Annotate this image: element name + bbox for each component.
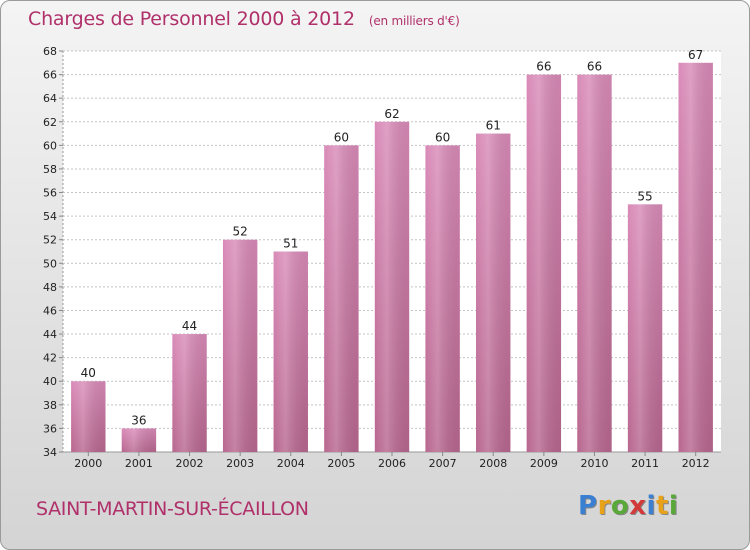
data-label: 66 (587, 60, 602, 74)
x-tick-label: 2011 (631, 457, 659, 470)
bar-shine (627, 204, 663, 452)
y-axis-labels: 34 36 38 40 42 44 46 48 50 52 54 56 58 60 62 64 66 68 (43, 45, 57, 459)
bar-shine (273, 251, 308, 452)
data-label: 66 (536, 60, 551, 74)
y-tick-label: 54 (43, 210, 57, 223)
x-tick-label: 2009 (530, 457, 558, 470)
y-tick-label: 62 (43, 116, 57, 129)
x-axis-labels: 2000 2001 2002 2003 2004 2005 2006 2007 2008 2009… (74, 452, 710, 470)
x-tick-label: 2007 (429, 457, 457, 470)
y-tick-label: 50 (43, 257, 57, 270)
data-labels: 40 36 44 52 51 60 62 60 61 66 66 55 67 (81, 48, 704, 428)
bar-shine (678, 62, 713, 452)
logo-letter: P (578, 491, 598, 521)
y-tick-label: 66 (43, 69, 57, 82)
y-tick-label: 58 (43, 163, 57, 176)
x-tick-label: 2002 (176, 457, 204, 470)
x-tick-label: 2001 (125, 457, 153, 470)
data-label: 44 (182, 319, 197, 333)
y-tick-label: 36 (43, 422, 57, 435)
chart-title: Charges de Personnel 2000 à 2012 (en mill… (28, 8, 460, 30)
data-label: 60 (435, 130, 450, 144)
data-label: 67 (688, 48, 703, 62)
data-label: 52 (233, 225, 248, 239)
commune-name: SAINT-MARTIN-SUR-ÉCAILLON (36, 498, 309, 520)
x-tick-label: 2006 (378, 457, 406, 470)
data-label: 62 (384, 107, 399, 121)
y-tick-label: 44 (43, 328, 57, 341)
y-tick-label: 42 (43, 352, 57, 365)
bar-shine (374, 121, 410, 452)
x-tick-label: 2003 (226, 457, 254, 470)
bar-shine (577, 74, 612, 453)
bar-shine (172, 334, 207, 452)
y-tick-label: 52 (43, 234, 57, 247)
logo-letter: i (646, 491, 656, 521)
y-tick-label: 60 (43, 139, 57, 152)
bar-shine (71, 381, 106, 452)
bar-shine (222, 239, 258, 452)
chart-subtitle: (en milliers d'€) (368, 14, 460, 28)
y-tick-label: 56 (43, 187, 57, 200)
x-tick-label: 2012 (682, 457, 710, 470)
bar-shine (324, 145, 359, 452)
bar-shine (121, 428, 157, 452)
y-tick-label: 40 (43, 375, 57, 388)
data-label: 55 (637, 189, 652, 203)
x-tick-label: 2010 (580, 457, 608, 470)
y-tick-label: 34 (43, 446, 57, 459)
bar-shine (526, 74, 562, 453)
logo-letter: x (629, 491, 647, 521)
y-tick-label: 64 (43, 92, 57, 105)
bar-shine (476, 133, 511, 452)
y-tick-label: 46 (43, 304, 57, 317)
y-tick-label: 68 (43, 45, 57, 58)
logo-letter: o (610, 491, 630, 521)
x-tick-label: 2000 (74, 457, 102, 470)
bar-shine (425, 145, 460, 452)
x-tick-label: 2005 (327, 457, 355, 470)
y-tick-label: 38 (43, 399, 57, 412)
logo-letter: t (655, 491, 669, 521)
logo-letter: i (668, 491, 679, 521)
data-label: 60 (334, 130, 349, 144)
logo-letter: r (597, 491, 611, 521)
y-tick-label: 48 (43, 281, 57, 294)
x-tick-label: 2004 (277, 457, 305, 470)
data-label: 51 (283, 237, 298, 251)
x-tick-label: 2008 (479, 457, 507, 470)
data-label: 36 (131, 413, 146, 427)
chart-title-text: Charges de Personnel 2000 à 2012 (28, 8, 355, 30)
proxiti-logo: Proxiti (578, 491, 678, 521)
data-label: 40 (81, 366, 96, 380)
bars-group (71, 62, 713, 453)
data-label: 61 (486, 119, 501, 133)
